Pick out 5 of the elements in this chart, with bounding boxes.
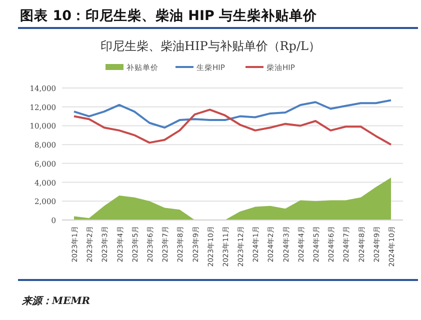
- line-series: [73, 108, 392, 146]
- chart-subtitle: 印尼生柴、柴油HIP与补贴单价（Rp/L）: [100, 39, 321, 53]
- line-series: [73, 99, 392, 129]
- source-note: 来源：MEMR: [21, 295, 90, 307]
- chart-title: 图表 10：印尼生柴、柴油 HIP 与生柴补贴单价: [20, 7, 318, 24]
